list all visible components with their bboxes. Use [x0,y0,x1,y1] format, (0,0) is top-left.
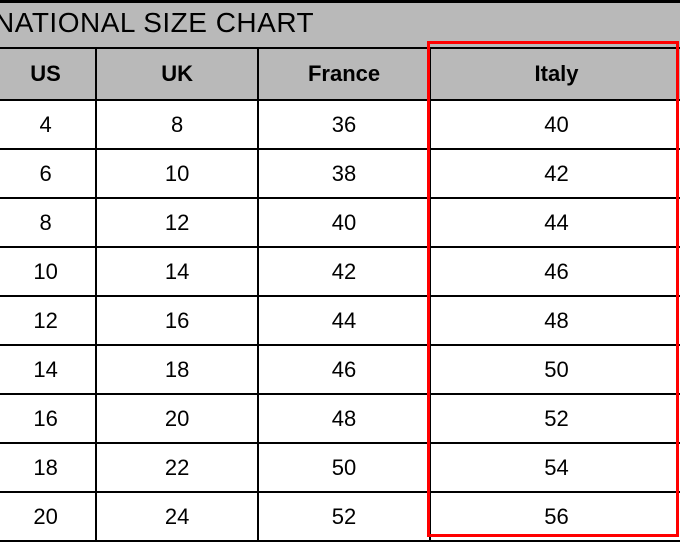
table-row: 10144246 [0,247,680,296]
cell: 36 [258,100,430,149]
table-row: 18225054 [0,443,680,492]
cell: 24 [96,492,258,541]
cell: 18 [96,345,258,394]
cell: 10 [96,149,258,198]
table-row: 12164448 [0,296,680,345]
cell: 12 [0,296,96,345]
table-row: 483640 [0,100,680,149]
cell: 8 [96,100,258,149]
cell: 52 [430,394,680,443]
table-header-row: US UK France Italy [0,48,680,100]
cell: 10 [0,247,96,296]
cell: 48 [430,296,680,345]
cell: 50 [430,345,680,394]
col-header-uk: UK [96,48,258,100]
cell: 40 [430,100,680,149]
table-row: 20245256 [0,492,680,541]
col-header-us: US [0,48,96,100]
cell: 48 [258,394,430,443]
cell: 18 [0,443,96,492]
cell: 40 [258,198,430,247]
cell: 6 [0,149,96,198]
size-table: US UK France Italy 483640 6103842 812404… [0,47,680,542]
cell: 38 [258,149,430,198]
cell: 42 [258,247,430,296]
page-title: NATIONAL SIZE CHART [0,0,680,47]
table-row: 14184650 [0,345,680,394]
cell: 56 [430,492,680,541]
cell: 16 [0,394,96,443]
cell: 12 [96,198,258,247]
col-header-italy: Italy [430,48,680,100]
cell: 46 [430,247,680,296]
cell: 20 [96,394,258,443]
cell: 16 [96,296,258,345]
chart-wrap: NATIONAL SIZE CHART US UK France Italy 4… [0,0,680,540]
cell: 14 [0,345,96,394]
cell: 42 [430,149,680,198]
cell: 44 [430,198,680,247]
cell: 46 [258,345,430,394]
cell: 20 [0,492,96,541]
table-row: 6103842 [0,149,680,198]
table-row: 8124044 [0,198,680,247]
cell: 22 [96,443,258,492]
cell: 52 [258,492,430,541]
cell: 4 [0,100,96,149]
table-body: 483640 6103842 8124044 10144246 12164448… [0,100,680,541]
cell: 50 [258,443,430,492]
table-row: 16204852 [0,394,680,443]
cell: 54 [430,443,680,492]
cell: 8 [0,198,96,247]
cell: 44 [258,296,430,345]
cell: 14 [96,247,258,296]
col-header-france: France [258,48,430,100]
